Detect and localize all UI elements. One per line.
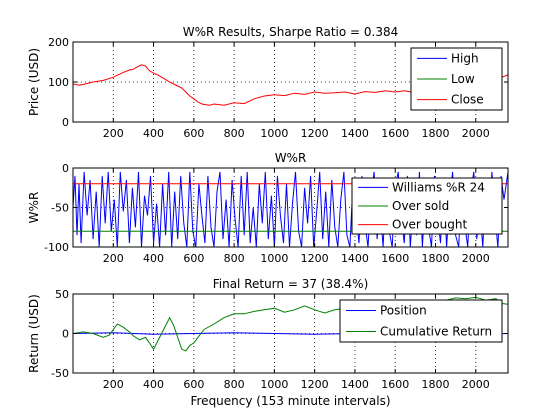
y-tick-label: -100 (44, 241, 69, 254)
x-tick-label: 1200 (301, 127, 329, 140)
x-tick-label: 800 (224, 252, 245, 265)
legend-label: High (451, 51, 479, 65)
x-tick-label: 2000 (462, 127, 490, 140)
y-axis-label: W%R (27, 192, 41, 224)
x-tick-label: 800 (224, 127, 245, 140)
x-tick-label: 200 (103, 127, 124, 140)
y-tick-label: 0 (62, 328, 69, 341)
axes-2: 200 400 600 800 1000 1200 1400 1600 1800 2000 -100… (27, 151, 508, 265)
x-tick-label: 1400 (341, 252, 369, 265)
legend: Position Cumulative Return (340, 300, 502, 342)
x-tick-label: 1600 (381, 252, 409, 265)
x-tick-label: 1000 (260, 378, 288, 391)
y-axis-label: Return (USD) (27, 294, 41, 373)
legend-label: Close (451, 93, 484, 107)
y-axis-label: Price (USD) (27, 48, 41, 116)
y-tick-label: 0 (62, 116, 69, 129)
x-tick-label: 600 (183, 378, 204, 391)
legend: High Low Close (411, 48, 502, 110)
chart-title: Final Return = 37 (38.4%) (213, 277, 369, 291)
chart-title: W%R Results, Sharpe Ratio = 0.384 (183, 25, 399, 39)
y-tick-label: 100 (48, 76, 69, 89)
axes-3: 200 400 600 800 1000 1200 1400 1600 1800 2000 -50 0… (27, 277, 508, 408)
chart-title: W%R (275, 151, 307, 165)
x-tick-label: 600 (183, 127, 204, 140)
x-tick-label: 2000 (462, 252, 490, 265)
x-tick-label: 1400 (341, 378, 369, 391)
x-tick-label: 1000 (260, 252, 288, 265)
y-tick-label: -50 (51, 202, 69, 215)
x-tick-label: 1600 (381, 378, 409, 391)
x-tick-label: 1800 (422, 127, 450, 140)
x-tick-label: 1600 (381, 127, 409, 140)
x-tick-label: 1200 (301, 252, 329, 265)
y-tick-label: 200 (48, 36, 69, 49)
x-tick-label: 400 (143, 252, 164, 265)
x-tick-label: 800 (224, 378, 245, 391)
legend-label: Position (380, 304, 427, 318)
legend: Williams %R 24 Over sold Over bought (352, 178, 502, 234)
legend-label: Low (451, 72, 475, 86)
x-tick-label: 400 (143, 378, 164, 391)
x-tick-label: 1800 (422, 252, 450, 265)
y-tick-label: 0 (62, 162, 69, 175)
x-tick-label: 2000 (462, 378, 490, 391)
legend-label: Williams %R 24 (392, 180, 485, 194)
x-tick-label: 400 (143, 127, 164, 140)
y-tick-label: -50 (51, 367, 69, 380)
x-tick-label: 1800 (422, 378, 450, 391)
legend-label: Cumulative Return (380, 325, 492, 339)
x-tick-label: 600 (183, 252, 204, 265)
x-tick-label: 200 (103, 378, 124, 391)
x-tick-label: 1200 (301, 378, 329, 391)
y-tick-label: 50 (55, 288, 69, 301)
legend-label: Over sold (392, 199, 449, 213)
axes-1: 200 400 600 800 1000 1200 1400 1600 1800 2000 0 100… (27, 25, 508, 140)
legend-label: Over bought (392, 218, 467, 232)
x-tick-label: 1400 (341, 127, 369, 140)
x-tick-label: 1000 (260, 127, 288, 140)
x-axis-label: Frequency (153 minute intervals) (190, 394, 390, 408)
x-tick-label: 200 (103, 252, 124, 265)
